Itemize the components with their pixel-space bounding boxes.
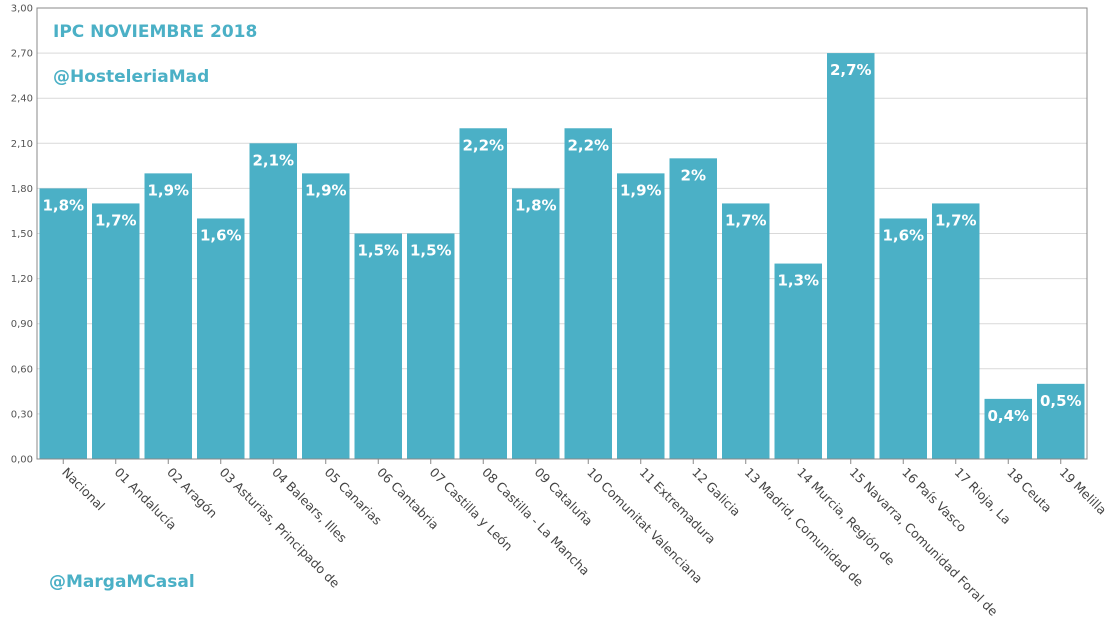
handle-bottom: @MargaMCasal bbox=[49, 572, 195, 592]
bar bbox=[459, 128, 507, 459]
data-label: 1,7% bbox=[725, 211, 767, 229]
bar bbox=[144, 173, 192, 459]
data-label: 1,9% bbox=[620, 181, 662, 199]
bar bbox=[774, 263, 822, 459]
bar bbox=[564, 128, 612, 459]
data-label: 0,5% bbox=[1040, 392, 1082, 410]
data-label: 1,5% bbox=[410, 242, 452, 260]
data-label: 2,7% bbox=[830, 61, 872, 79]
bar bbox=[827, 53, 875, 459]
y-tick-label: 2,40 bbox=[11, 94, 33, 105]
y-tick-label: 2,70 bbox=[11, 49, 33, 60]
chart-title: IPC NOVIEMBRE 2018 bbox=[53, 22, 258, 42]
bars bbox=[39, 53, 1085, 460]
data-label: 2,1% bbox=[252, 151, 294, 169]
data-label: 1,7% bbox=[935, 211, 977, 229]
bar bbox=[354, 233, 402, 459]
data-label: 0,4% bbox=[987, 407, 1029, 425]
x-tick-label: 14 Murcia, Región de bbox=[794, 465, 898, 569]
data-label: 1,8% bbox=[42, 196, 84, 214]
bar bbox=[669, 158, 717, 460]
y-tick-label: 1,50 bbox=[11, 229, 33, 240]
bar bbox=[407, 233, 455, 459]
bar bbox=[197, 218, 245, 459]
bar bbox=[39, 188, 87, 459]
data-label: 2,2% bbox=[567, 136, 609, 154]
data-label: 1,8% bbox=[515, 196, 557, 214]
data-label: 1,9% bbox=[305, 181, 347, 199]
x-tick-label: 18 Ceuta bbox=[1004, 465, 1055, 516]
y-tick-label: 0,00 bbox=[11, 455, 33, 466]
data-label: 1,7% bbox=[95, 211, 137, 229]
bar bbox=[512, 188, 560, 459]
data-label: 2% bbox=[681, 166, 706, 184]
bar bbox=[92, 203, 140, 459]
data-label: 1,3% bbox=[777, 272, 819, 290]
y-tick-label: 2,10 bbox=[11, 139, 33, 150]
x-tick-label: 08 Castilla - La Mancha bbox=[479, 465, 593, 579]
data-label: 1,9% bbox=[147, 181, 189, 199]
bar bbox=[617, 173, 665, 459]
handle-top: @HosteleriaMad bbox=[53, 67, 210, 87]
bar bbox=[302, 173, 350, 459]
x-tick-label: 02 Aragón bbox=[164, 465, 220, 521]
data-label: 1,6% bbox=[200, 226, 242, 244]
bar bbox=[249, 143, 297, 460]
y-tick-label: 1,20 bbox=[11, 274, 33, 285]
bar bbox=[879, 218, 927, 459]
data-label: 2,2% bbox=[462, 136, 504, 154]
y-tick-label: 1,80 bbox=[11, 184, 33, 195]
bar bbox=[722, 203, 770, 459]
data-labels: 1,8% 1,7% 1,9% 1,6% 2,1% 1,9% 1,5% 1,5% 2,2% 1,8%… bbox=[42, 61, 1081, 425]
y-tick-label: 0,60 bbox=[11, 364, 33, 375]
x-tick-label: Nacional bbox=[59, 465, 108, 514]
plot-frame bbox=[36, 7, 1088, 460]
y-tick-label: 3,00 bbox=[11, 4, 33, 15]
y-axis: 0,00 0,30 0,60 0,90 1,20 1,50 1,80 2,10 2,40 2,70… bbox=[11, 4, 33, 466]
bar bbox=[984, 398, 1032, 459]
x-tick-label: 12 Galicia bbox=[689, 465, 744, 520]
bar bbox=[932, 203, 980, 459]
bar bbox=[1037, 383, 1085, 459]
x-tick-label: 19 Melilla bbox=[1057, 465, 1105, 518]
y-tick-label: 0,30 bbox=[11, 409, 33, 420]
data-label: 1,6% bbox=[882, 226, 924, 244]
y-tick-label: 0,90 bbox=[11, 319, 33, 330]
data-label: 1,5% bbox=[357, 242, 399, 260]
